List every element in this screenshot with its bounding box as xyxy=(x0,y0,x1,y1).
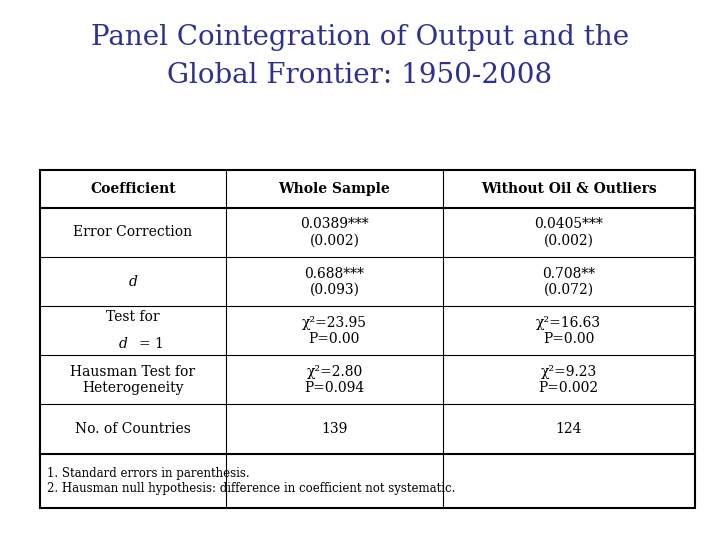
Bar xyxy=(40,170,695,508)
Text: Whole Sample: Whole Sample xyxy=(279,182,390,196)
Text: d: d xyxy=(120,337,128,351)
Text: 0.688***
(0.093): 0.688*** (0.093) xyxy=(305,267,364,296)
Text: χ²=16.63
P=0.00: χ²=16.63 P=0.00 xyxy=(536,316,601,346)
Text: 124: 124 xyxy=(555,422,582,436)
Text: 0.0405***
(0.002): 0.0405*** (0.002) xyxy=(534,218,603,247)
Text: χ²=23.95
P=0.00: χ²=23.95 P=0.00 xyxy=(302,316,367,346)
Text: 139: 139 xyxy=(321,422,348,436)
Text: 0.0389***
(0.002): 0.0389*** (0.002) xyxy=(300,218,369,247)
Text: χ²=2.80
P=0.094: χ²=2.80 P=0.094 xyxy=(305,365,364,395)
Text: Error Correction: Error Correction xyxy=(73,226,192,239)
Text: Test for: Test for xyxy=(106,310,160,325)
Text: No. of Countries: No. of Countries xyxy=(75,422,191,436)
Text: χ²=9.23
P=0.002: χ²=9.23 P=0.002 xyxy=(539,365,599,395)
Text: Coefficient: Coefficient xyxy=(90,182,176,196)
Text: 0.708**
(0.072): 0.708** (0.072) xyxy=(542,267,595,296)
Text: d: d xyxy=(129,275,138,288)
Text: = 1: = 1 xyxy=(138,337,163,351)
Text: 1. Standard errors in parenthesis.
2. Hausman null hypothesis: difference in coe: 1. Standard errors in parenthesis. 2. Ha… xyxy=(47,467,455,495)
Text: Panel Cointegration of Output and the: Panel Cointegration of Output and the xyxy=(91,24,629,51)
Text: Global Frontier: 1950-2008: Global Frontier: 1950-2008 xyxy=(168,62,552,89)
Text: Hausman Test for
Heterogeneity: Hausman Test for Heterogeneity xyxy=(71,365,196,395)
Text: Without Oil & Outliers: Without Oil & Outliers xyxy=(481,182,657,196)
